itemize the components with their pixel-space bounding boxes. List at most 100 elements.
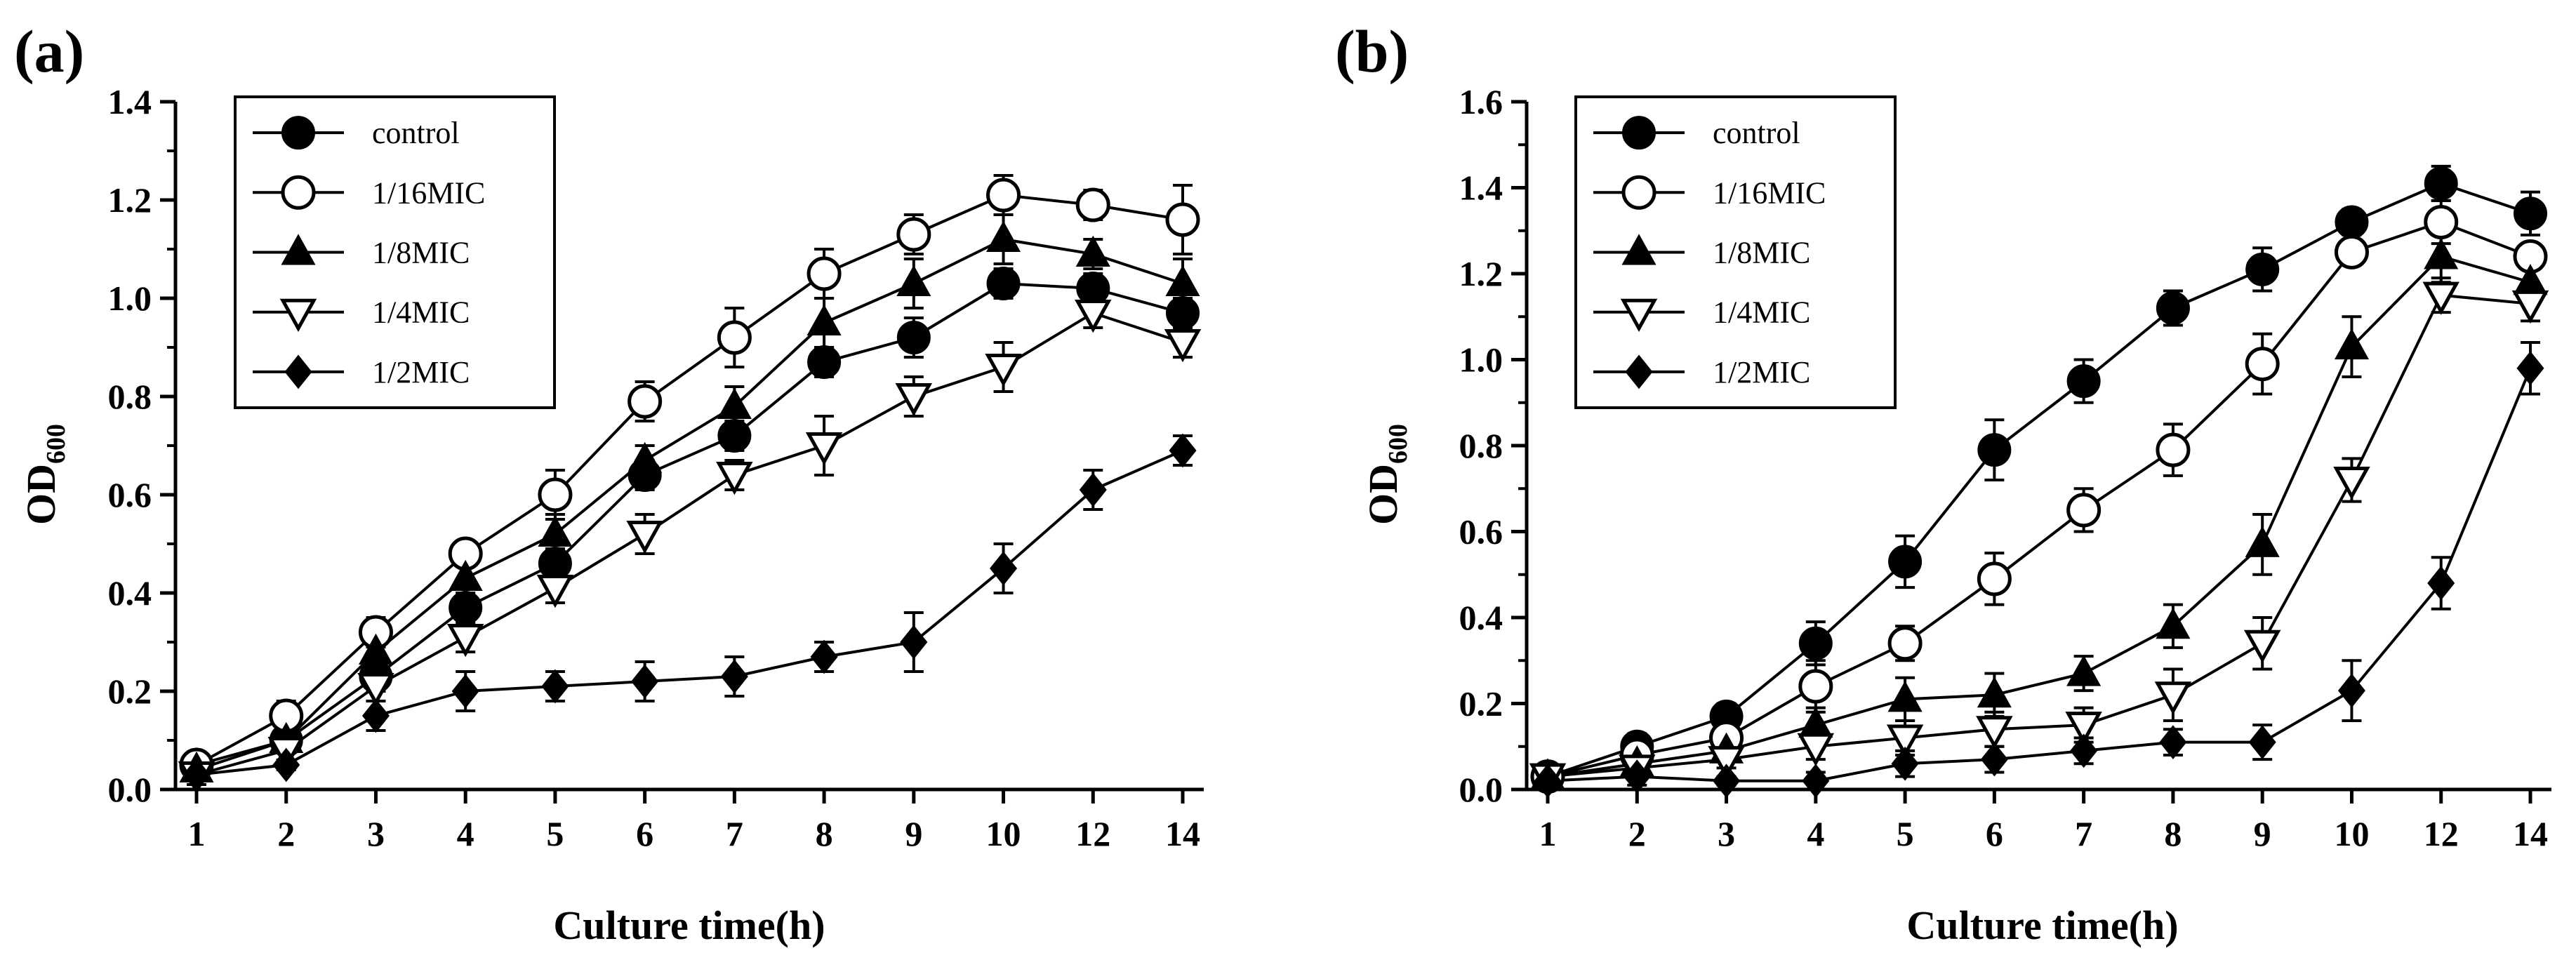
panel-a-data-point bbox=[1075, 300, 1112, 333]
panel-a-data-point bbox=[1075, 235, 1110, 267]
panel-a-data-point bbox=[985, 220, 1021, 252]
panel-b-legend-label: 1/2MIC bbox=[1713, 355, 1810, 389]
panel-b-data-point bbox=[2514, 196, 2547, 231]
panel-b-data-point bbox=[2245, 526, 2280, 557]
panel-a-data-point bbox=[716, 462, 753, 495]
panel-b-y-tick-label: 1.0 bbox=[1459, 340, 1503, 380]
panel-b-x-tick-label: 5 bbox=[1897, 814, 1914, 853]
panel-a-x-tick-label: 10 bbox=[986, 814, 1021, 853]
panel-b-data-point bbox=[2511, 290, 2549, 324]
panel-a-data-point bbox=[358, 633, 394, 665]
panel-a-data-point bbox=[538, 547, 572, 580]
panel-a-data-point bbox=[1079, 472, 1107, 507]
panel-b-data-point bbox=[1798, 626, 1833, 660]
panel-a-data-point bbox=[538, 477, 573, 512]
panel-a-y-tick-label: 1.2 bbox=[108, 180, 152, 220]
panel-a-y-axis-title-main: OD bbox=[18, 464, 64, 525]
panel-b-legend-marker bbox=[1621, 234, 1657, 265]
panel-a-legend-label: control bbox=[372, 116, 460, 150]
panel-b-data-point bbox=[1887, 681, 1923, 712]
panel-b-series-line bbox=[1547, 367, 2532, 782]
panel-b-data-point bbox=[2156, 608, 2191, 639]
panel-b-data-point bbox=[2516, 351, 2544, 386]
panel-a-data-point bbox=[357, 673, 394, 707]
panel-a-x-tick-label: 3 bbox=[367, 814, 385, 853]
panel-b-legend-label: 1/8MIC bbox=[1713, 236, 1810, 270]
panel-a-x-tick-label: 9 bbox=[905, 814, 922, 853]
panel-a-data-point bbox=[896, 265, 931, 296]
panel-a-axes: 0.00.20.40.60.81.01.21.41 2 3 4 5 6 7 8 9 10 12 14 bbox=[108, 82, 1204, 853]
panel-a-x-tick-label: 1 bbox=[188, 814, 206, 853]
panel-b-data-point bbox=[1534, 764, 1562, 799]
panel-b-data-point bbox=[2156, 432, 2191, 467]
panel-b-x-tick-label: 1 bbox=[1539, 814, 1557, 853]
panel-b-legend-label: 1/4MIC bbox=[1713, 295, 1810, 330]
panel-b-data-point bbox=[1713, 764, 1741, 799]
panel-b-y-tick-label: 1.4 bbox=[1459, 168, 1503, 208]
panel-b-data-point bbox=[2243, 629, 2281, 663]
panel-a-legend-label: 1/4MIC bbox=[372, 295, 470, 330]
panel-a-data-point bbox=[1169, 433, 1197, 468]
panel-a-x-tick-label: 7 bbox=[726, 814, 743, 853]
panel-b-legend-marker bbox=[1621, 175, 1657, 210]
panel-a-data-point bbox=[1164, 329, 1202, 363]
panel-b-data-point bbox=[1888, 545, 1923, 579]
panel-b-data-point bbox=[1887, 626, 1923, 661]
panel-b-data-point bbox=[1802, 764, 1830, 799]
panel-a-data-point bbox=[807, 345, 842, 379]
panel-b-data-point bbox=[1980, 742, 2008, 777]
panel-a-data-point bbox=[446, 624, 484, 658]
panel-a-data-point bbox=[1165, 265, 1200, 296]
panel-a-markers bbox=[178, 178, 1202, 795]
panel-b-data-point bbox=[2245, 252, 2280, 286]
panel-b-label: (b) bbox=[1335, 18, 1409, 85]
panel-a-data-point bbox=[895, 383, 933, 417]
panel-a-x-tick-label: 6 bbox=[636, 814, 653, 853]
panel-b-data-point bbox=[1891, 746, 1919, 781]
panel-b-legend-box bbox=[1574, 95, 1897, 409]
panel-b-data-point bbox=[2156, 291, 2190, 325]
panel-a-legend-marker bbox=[281, 175, 316, 210]
panel-b-x-tick-label: 3 bbox=[1718, 814, 1735, 853]
panel-b-axes: 0.00.20.40.60.81.01.21.41.61 2 3 4 5 6 7 8 9 10 12… bbox=[1459, 82, 2551, 853]
panel-b-x-tick-label: 2 bbox=[1628, 814, 1646, 853]
panel-b-data-point bbox=[2337, 673, 2365, 708]
panel-a-data-point bbox=[536, 575, 574, 608]
panel-a-data-point bbox=[1165, 202, 1200, 237]
panel-a-y-tick-label: 1.4 bbox=[108, 82, 152, 121]
panel-a-data-point bbox=[182, 757, 211, 792]
panel-a-data-point bbox=[900, 625, 928, 660]
panel-b-y-tick-label: 0.4 bbox=[1459, 598, 1503, 637]
panel-a-x-tick-label: 4 bbox=[457, 814, 474, 853]
panel-a-legend-marker bbox=[281, 116, 315, 150]
panel-a-data-point bbox=[896, 217, 931, 252]
panel-a-data-point bbox=[810, 639, 838, 674]
panel-b-x-tick-label: 7 bbox=[2075, 814, 2092, 853]
panel-b-x-axis-title: Culture time(h) bbox=[1906, 902, 2178, 948]
panel-b-data-point bbox=[1977, 561, 2012, 596]
panel-b-y-axis-title: OD600 bbox=[1360, 424, 1413, 525]
panel-a-y-tick-label: 0.6 bbox=[108, 475, 152, 514]
panel-b-data-point bbox=[1976, 716, 2013, 749]
panel-a-legend-label: 1/8MIC bbox=[372, 236, 470, 270]
panel-b-legend: control 1/16MIC 1/8MIC 1/4MIC 1/2MIC bbox=[1574, 95, 1897, 409]
panel-b-y-tick-label: 0.2 bbox=[1459, 684, 1503, 724]
panel-b-data-point bbox=[2424, 166, 2458, 201]
panel-a-data-point bbox=[1075, 187, 1110, 222]
panel-a-series-line bbox=[196, 449, 1183, 776]
panel-b-markers bbox=[1529, 166, 2549, 799]
panel-a-legend-label: 1/2MIC bbox=[372, 355, 470, 389]
panel-a-data-point bbox=[628, 384, 663, 419]
panel-a-data-point bbox=[896, 321, 931, 354]
panel-a-y-tick-label: 0.2 bbox=[108, 672, 152, 711]
panel-b-x-tick-label: 14 bbox=[2513, 814, 2548, 853]
panel-b-y-tick-label: 1.6 bbox=[1459, 82, 1503, 121]
panel-a-data-point bbox=[541, 669, 569, 704]
panel-b-y-tick-label: 0.0 bbox=[1459, 770, 1503, 809]
panel-b-data-point bbox=[2335, 205, 2369, 239]
panel-b-data-point bbox=[1977, 433, 2012, 467]
panel-b-y-tick-label: 1.2 bbox=[1459, 254, 1503, 293]
panel-b-data-point bbox=[2070, 733, 2098, 768]
panel-b-data-point bbox=[2427, 566, 2455, 601]
